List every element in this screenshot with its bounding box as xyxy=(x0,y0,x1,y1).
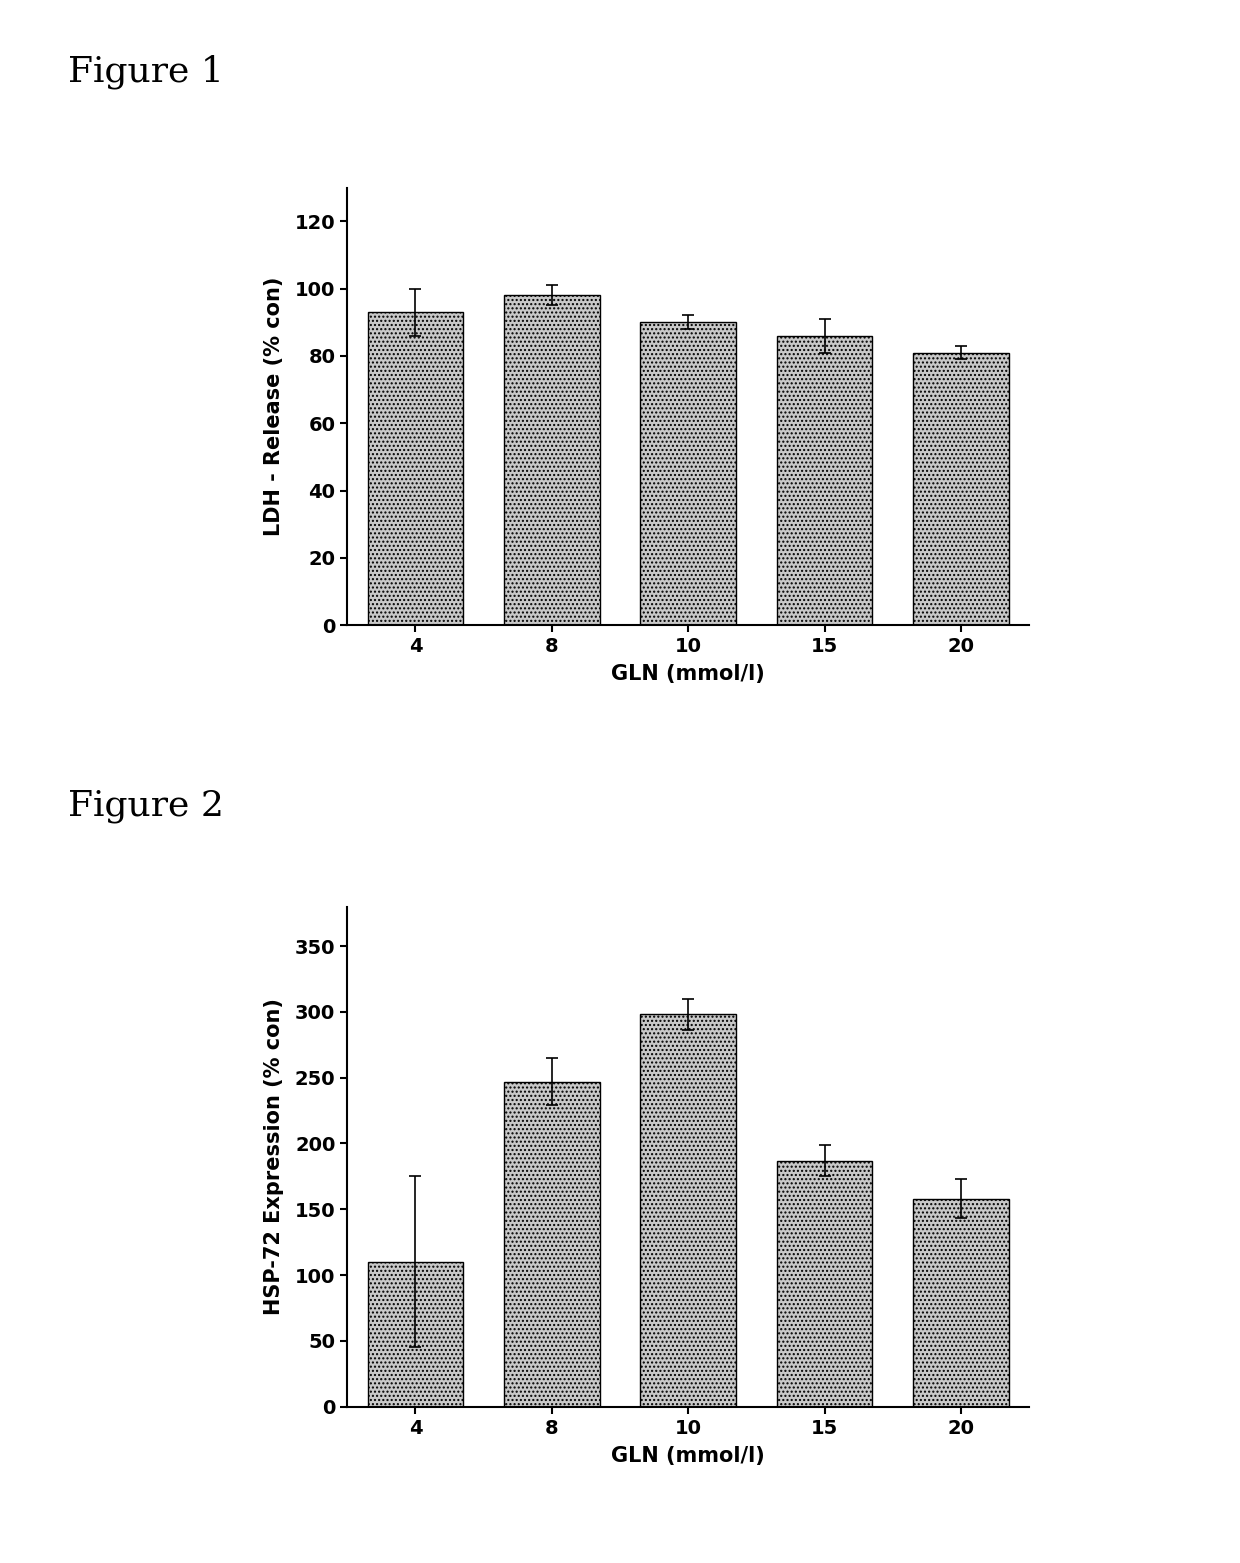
Text: Figure 1: Figure 1 xyxy=(68,55,224,89)
Y-axis label: HSP-72 Expression (% con): HSP-72 Expression (% con) xyxy=(264,999,284,1314)
Y-axis label: LDH - Release (% con): LDH - Release (% con) xyxy=(264,277,284,536)
Text: Figure 2: Figure 2 xyxy=(68,789,224,824)
Bar xyxy=(503,295,600,625)
Bar xyxy=(641,1014,737,1407)
Bar xyxy=(368,1261,464,1407)
Bar xyxy=(776,1161,872,1407)
Bar xyxy=(368,313,464,625)
Bar xyxy=(776,336,872,625)
Bar xyxy=(913,1199,1009,1407)
Bar xyxy=(641,322,737,625)
Bar xyxy=(913,353,1009,625)
X-axis label: GLN (mmol/l): GLN (mmol/l) xyxy=(611,1446,765,1466)
Bar xyxy=(503,1082,600,1407)
X-axis label: GLN (mmol/l): GLN (mmol/l) xyxy=(611,664,765,685)
